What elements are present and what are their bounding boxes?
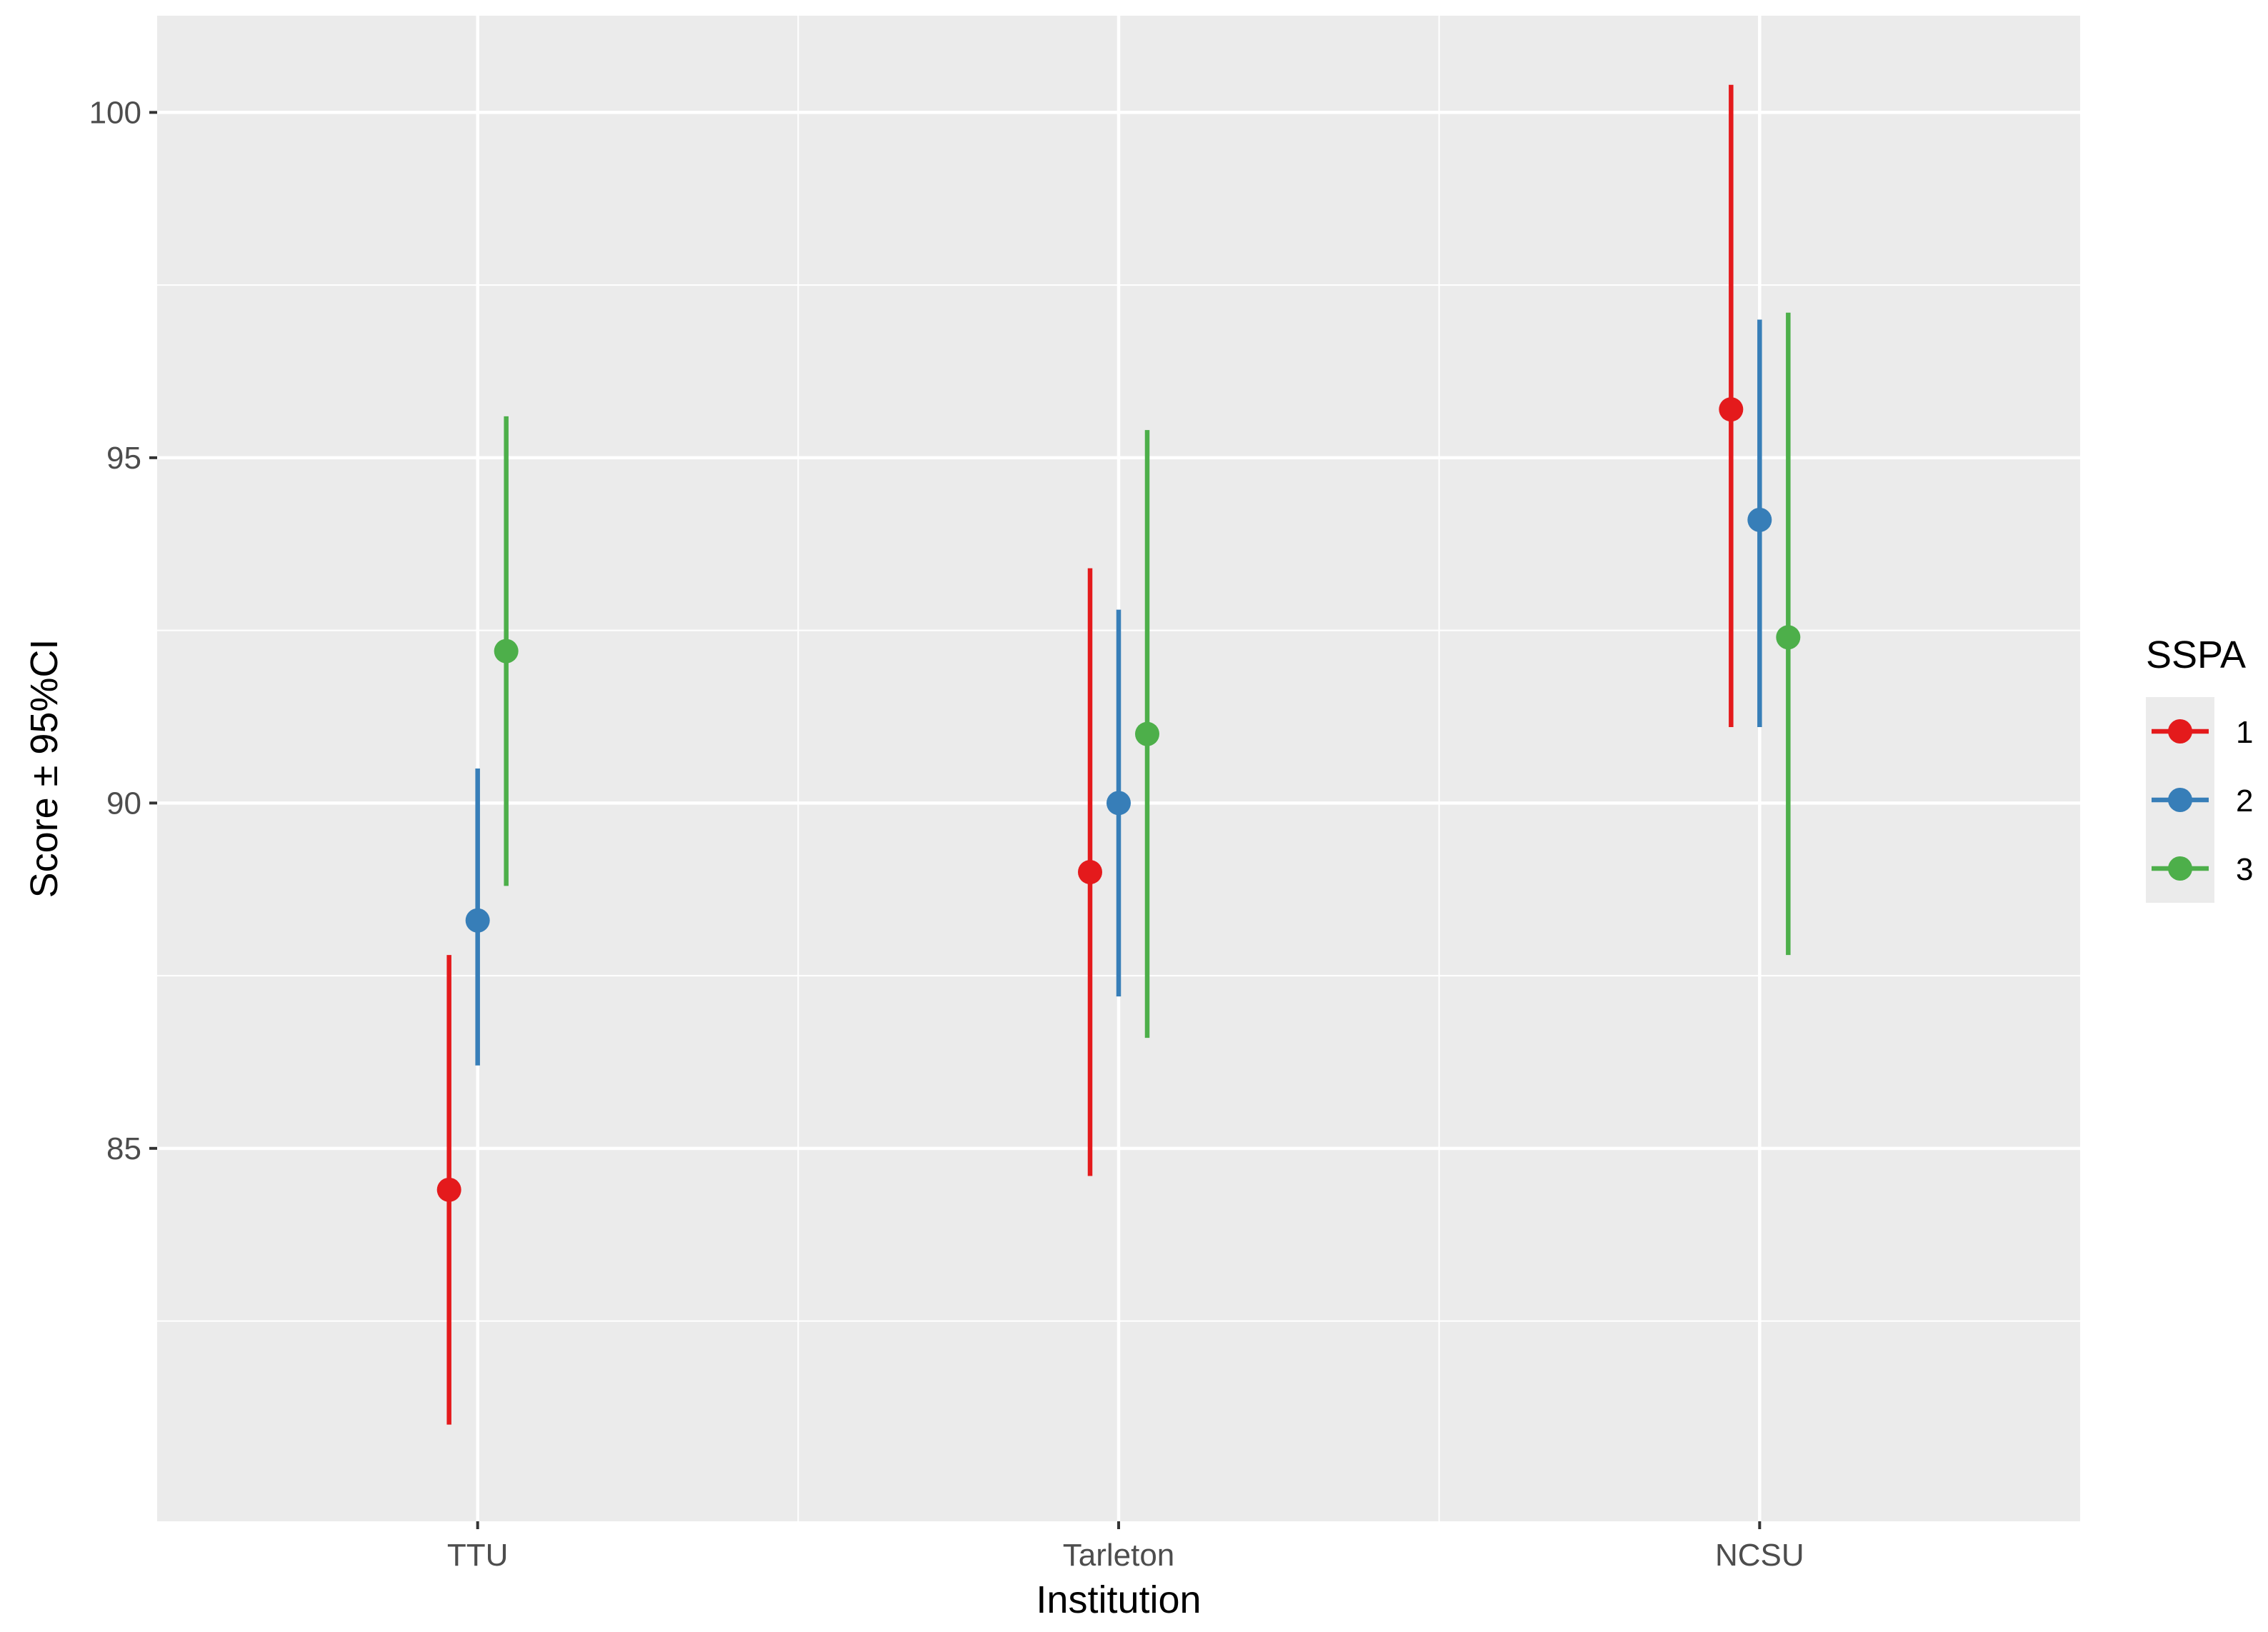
point-2-NCSU: [1747, 507, 1772, 532]
point-1-TTU: [436, 1177, 461, 1202]
x-axis: TTU Tarleton NCSU: [447, 1521, 1804, 1573]
y-tick-label: 90: [106, 786, 141, 821]
legend-items: 1 2 3: [2152, 715, 2253, 887]
point-1-NCSU: [1719, 397, 1744, 422]
point-2-Tarleton: [1106, 791, 1131, 816]
legend-key-point-1: [2168, 719, 2192, 744]
point-2-TTU: [465, 908, 490, 933]
y-axis: 85 90 95 100: [89, 95, 157, 1166]
x-tick-label: TTU: [447, 1538, 509, 1573]
legend-key-point-2: [2168, 788, 2192, 812]
x-tick-label: Tarleton: [1063, 1538, 1175, 1573]
y-tick-label: 85: [106, 1131, 141, 1166]
legend-key-point-3: [2168, 856, 2192, 881]
point-3-Tarleton: [1135, 721, 1159, 746]
legend-label-1: 1: [2236, 715, 2253, 750]
point-3-NCSU: [1776, 625, 1801, 650]
point-1-Tarleton: [1078, 860, 1102, 885]
legend-label-2: 2: [2236, 784, 2253, 818]
chart-marks: [436, 84, 1801, 1425]
y-tick-label: 95: [106, 441, 141, 476]
legend: SSPA 1 2 3: [2146, 634, 2253, 903]
legend-title: SSPA: [2146, 634, 2246, 676]
y-tick-label: 100: [89, 95, 141, 130]
point-3-TTU: [494, 639, 519, 664]
legend-label-3: 3: [2236, 852, 2253, 887]
x-tick-label: NCSU: [1715, 1538, 1804, 1573]
y-axis-title: Score ± 95%CI: [23, 639, 66, 898]
x-axis-title: Institution: [1036, 1578, 1201, 1621]
